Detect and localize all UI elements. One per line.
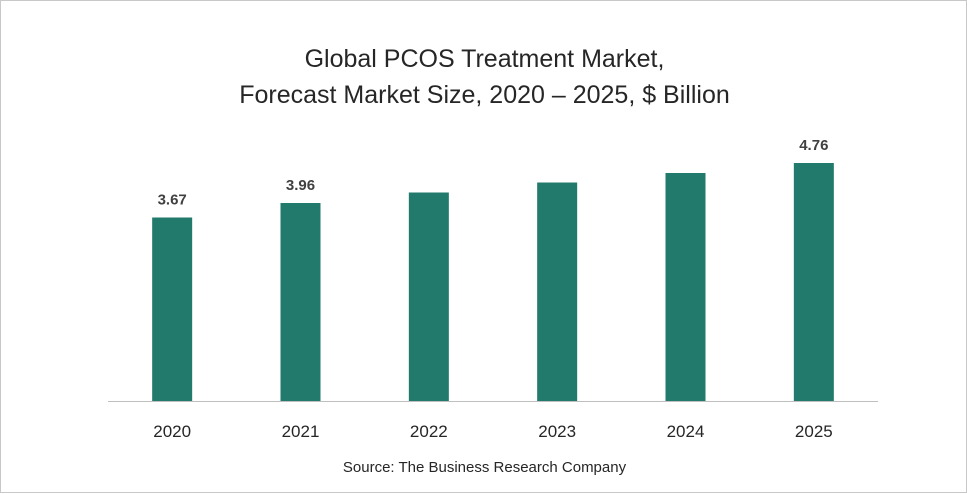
x-tick-label-2023: 2023 [538,422,576,441]
bar-2025 [793,163,834,401]
chart-title: Global PCOS Treatment Market, Forecast M… [1,41,967,113]
chart-title-line-2: Forecast Market Size, 2020 – 2025, $ Bil… [239,81,730,109]
x-tick-label-2021: 2021 [282,422,320,441]
bar-2023 [537,182,578,401]
data-label-2025: 4.76 [799,137,828,154]
x-tick-label-2022: 2022 [410,422,448,441]
data-label-2021: 3.96 [286,177,315,194]
bar-2022 [408,192,449,401]
x-tick-label-2020: 2020 [153,422,191,441]
x-tick-label-2025: 2025 [795,422,833,441]
source-note: Source: The Business Research Company [342,459,627,476]
bar-2024 [665,173,706,401]
bar-2021 [280,203,321,401]
bar-2020 [152,217,193,401]
data-label-2020: 3.67 [158,192,187,209]
x-tick-label-2024: 2024 [667,422,705,441]
chart-title-line-1: Global PCOS Treatment Market, [304,45,665,73]
